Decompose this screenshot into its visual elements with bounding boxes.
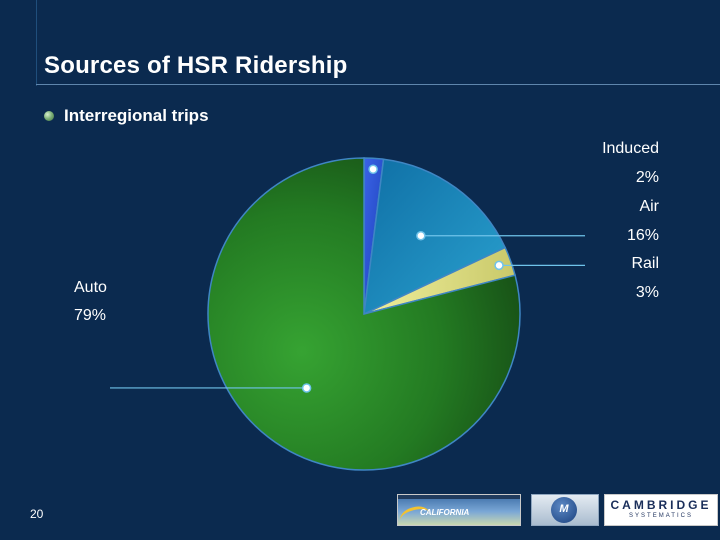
pie-slice-auto <box>207 157 521 471</box>
slice-value-auto: 79% <box>74 307 106 324</box>
slice-value-induced: 2% <box>636 169 659 186</box>
leader-dot-rail <box>494 260 504 271</box>
cambridge-systematics-logo: CAMBRIDGE SYSTEMATICS <box>604 494 718 526</box>
logo-banner-strip <box>398 495 520 499</box>
bullet-dot-icon <box>44 111 54 121</box>
title-underline <box>36 84 720 85</box>
california-hsr-logo: CALIFORNIA <box>397 494 521 526</box>
cambridge-logo-sub: SYSTEMATICS <box>629 513 693 519</box>
logo-text: CALIFORNIA <box>420 508 470 517</box>
m-logo: M <box>531 494 599 526</box>
bullet-item: Interregional trips <box>44 106 209 126</box>
leader-dot-induced <box>368 164 378 174</box>
m-disc-icon: M <box>551 497 577 523</box>
m-logo-text: M <box>559 503 569 515</box>
slice-label-air: Air <box>639 198 659 215</box>
slide-number: 20 <box>30 507 44 521</box>
slice-label-auto: Auto <box>74 279 107 296</box>
slice-value-rail: 3% <box>636 284 659 301</box>
leader-dot-auto <box>301 383 312 393</box>
slide-title: Sources of HSR Ridership <box>44 52 348 79</box>
slice-value-air: 16% <box>627 227 659 244</box>
leader-dot-air <box>416 231 426 241</box>
slice-label-rail: Rail <box>631 255 659 272</box>
title-vertical-line <box>36 0 37 86</box>
cambridge-logo-name: CAMBRIDGE <box>610 498 712 512</box>
slice-label-induced: Induced <box>602 140 659 157</box>
bullet-text: Interregional trips <box>64 106 209 125</box>
